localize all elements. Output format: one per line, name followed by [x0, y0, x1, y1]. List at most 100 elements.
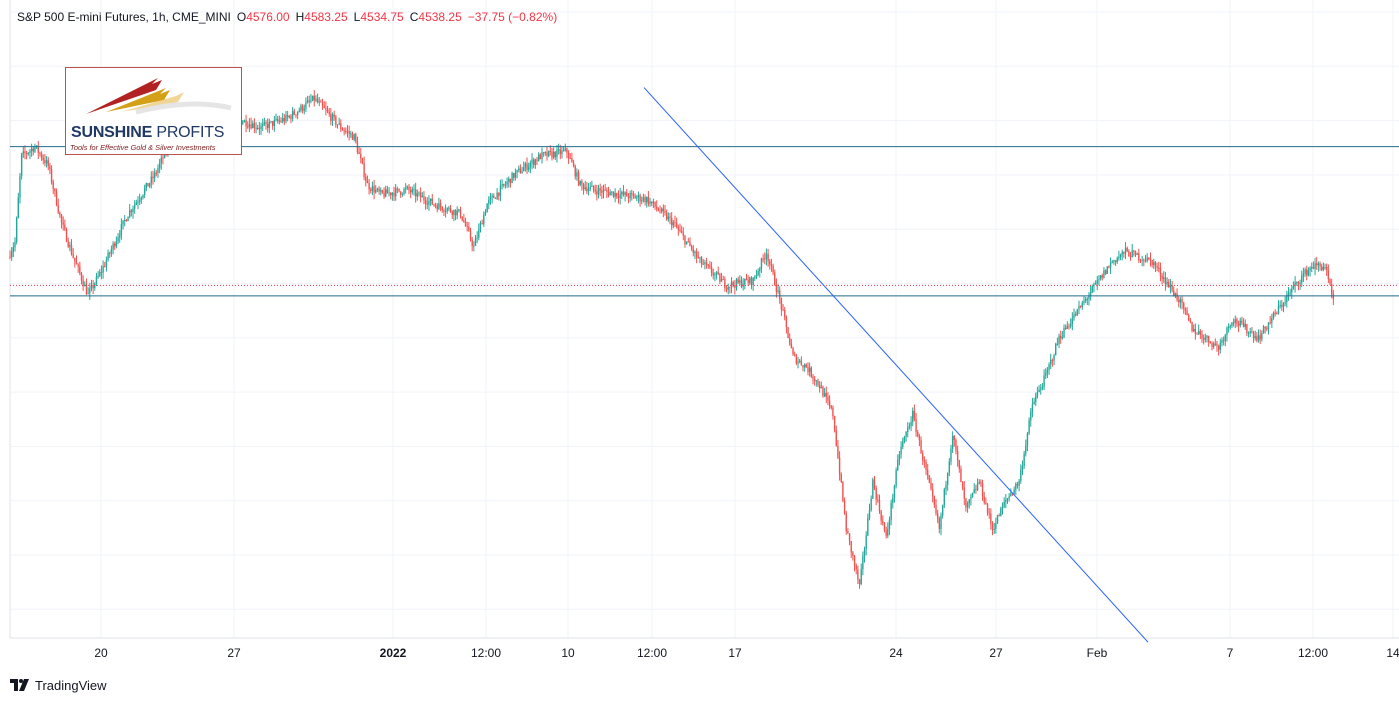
candle-body [782, 309, 784, 311]
candle-body [1244, 324, 1246, 327]
candle-body [508, 178, 510, 182]
candle-body [1166, 281, 1168, 285]
candle-body [903, 436, 906, 442]
candle-body [790, 343, 793, 349]
price-chart[interactable]: 20 27 2022 12:00 10 12:00 17 24 27 Feb 7 12:00 14 [0, 0, 1399, 665]
candle-body [991, 523, 994, 530]
candle-body [456, 210, 458, 216]
candle-body [567, 152, 570, 159]
candle-body [1154, 262, 1157, 267]
candle-body [702, 263, 704, 265]
candle-body [802, 365, 804, 368]
candle-body [158, 163, 161, 169]
candle-body [376, 188, 379, 190]
candle-body [729, 286, 731, 288]
candle-body [936, 513, 939, 519]
candle-body [913, 410, 916, 419]
candle-body [366, 180, 369, 184]
candle-body [797, 361, 799, 364]
candle-body [1332, 294, 1335, 300]
candle-body [478, 228, 480, 238]
candle-body [569, 158, 571, 160]
candle-body [1311, 267, 1313, 269]
candle-body [607, 191, 610, 196]
tradingview-brand[interactable]: TradingView [35, 677, 107, 693]
candle-body [923, 459, 926, 462]
candle-body [634, 195, 636, 199]
candle-body [951, 435, 954, 449]
candle-body [145, 183, 148, 189]
candle-body [677, 227, 680, 230]
candle-body [1282, 303, 1285, 307]
candle-body [544, 152, 547, 154]
candle-body [100, 272, 103, 274]
candle-body [749, 277, 751, 283]
candle-body [626, 192, 628, 197]
candle-body [769, 261, 771, 265]
candle-body [15, 218, 18, 242]
candle-body [981, 483, 984, 497]
candle-body [1191, 321, 1193, 332]
candle-body [564, 148, 566, 151]
candle-body [315, 98, 317, 101]
candle-body [1066, 325, 1069, 330]
candle-body [1060, 335, 1062, 339]
candle-body [404, 188, 407, 190]
candle-body [1109, 262, 1112, 268]
candle-body [1212, 343, 1215, 347]
candle-body [1241, 320, 1243, 323]
tradingview-logo-icon[interactable] [10, 679, 30, 691]
candle-body [890, 503, 892, 520]
candle-body [129, 210, 131, 217]
candle-body [993, 528, 995, 530]
candle-body [692, 248, 694, 253]
candle-body [1199, 331, 1202, 335]
candle-body [54, 188, 56, 192]
candle-body [484, 212, 487, 215]
candle-body [24, 151, 26, 154]
chart-area[interactable]: 20 27 2022 12:00 10 12:00 17 24 27 Feb 7 12:00 14 S&… [0, 0, 1399, 665]
candle-body [803, 364, 806, 368]
candle-body [1252, 332, 1255, 339]
candle-body [970, 496, 972, 500]
candle-body [853, 555, 856, 566]
candle-body [883, 523, 886, 531]
candle-body [852, 552, 854, 556]
symbol-title[interactable]: S&P 500 E-mini Futures, 1h, CME_MINI [17, 10, 231, 24]
candle-body [39, 152, 41, 154]
candle-body [1131, 250, 1133, 258]
candle-body [521, 171, 523, 174]
candle-body [1249, 331, 1251, 333]
candle-body [863, 548, 866, 557]
candle-body [1229, 325, 1231, 327]
candle-body [518, 168, 520, 170]
candle-body [577, 172, 580, 185]
candle-body [735, 279, 738, 288]
candle-body [133, 204, 136, 209]
candle-body [534, 159, 537, 165]
candle-body [346, 131, 349, 133]
x-tick-label: 14 [1386, 646, 1399, 660]
candle-body [22, 151, 24, 154]
candle-body [732, 281, 734, 286]
candle-body [579, 180, 581, 185]
candle-body [29, 150, 31, 153]
candle-body [946, 472, 949, 485]
candle-body [1000, 508, 1002, 517]
candle-body [416, 193, 419, 197]
candle-body [1156, 266, 1158, 268]
trendline[interactable] [643, 87, 1149, 643]
candle-body [700, 257, 703, 264]
candle-body [513, 173, 515, 178]
candle-body [526, 163, 528, 170]
candle-body [983, 496, 985, 503]
candle-body [882, 520, 884, 524]
candle-body [1006, 498, 1009, 500]
candle-body [97, 275, 99, 277]
candle-body [975, 489, 977, 491]
candle-body [601, 190, 603, 193]
candle-body [516, 169, 518, 173]
candle-body [754, 277, 756, 279]
candle-body [531, 159, 533, 164]
candle-body [552, 151, 555, 158]
